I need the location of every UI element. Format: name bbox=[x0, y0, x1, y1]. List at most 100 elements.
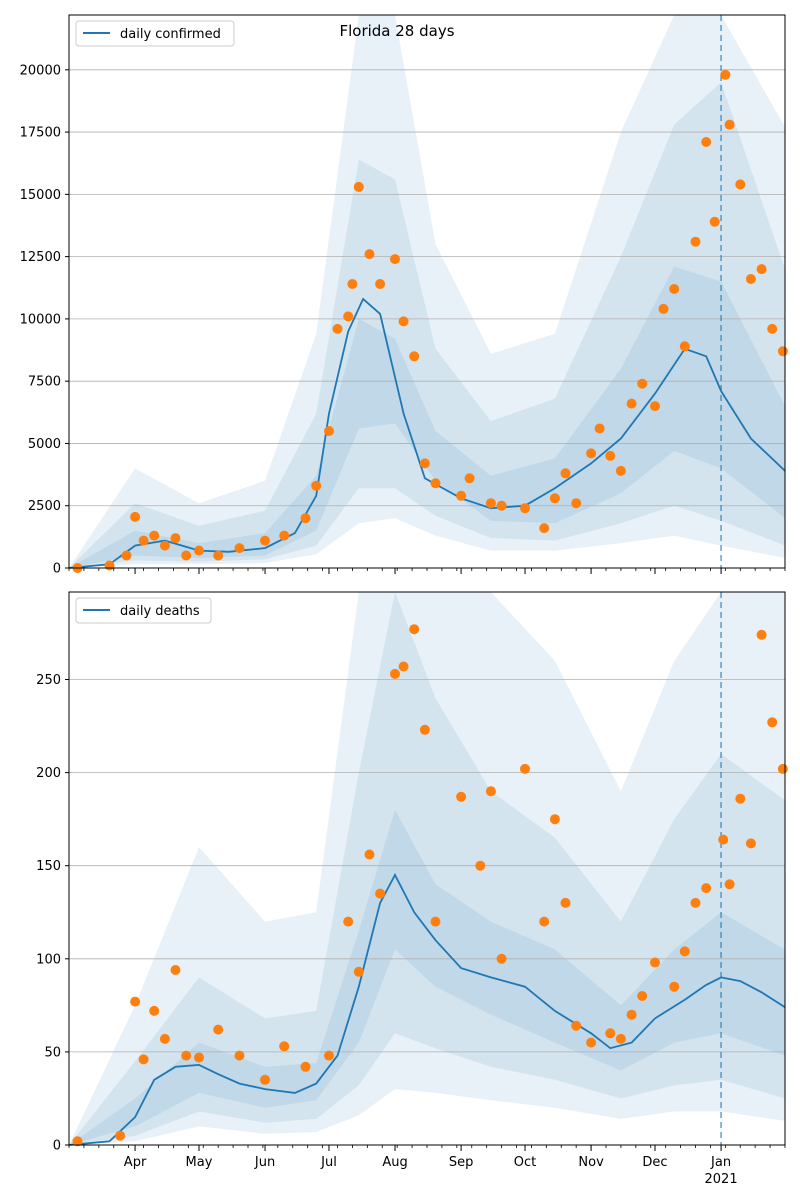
data-point bbox=[279, 1041, 290, 1052]
uncertainty-bands bbox=[69, 15, 785, 569]
data-point bbox=[121, 550, 132, 561]
data-point bbox=[300, 513, 311, 524]
data-point bbox=[549, 493, 560, 504]
data-point bbox=[181, 1050, 192, 1061]
data-point bbox=[213, 550, 224, 561]
data-point bbox=[586, 1037, 597, 1048]
x-tick-label: Sep bbox=[449, 1155, 474, 1170]
data-point bbox=[615, 465, 626, 476]
confidence-band bbox=[69, 266, 785, 568]
x-tick-label: Dec bbox=[642, 1155, 667, 1170]
data-point bbox=[669, 981, 680, 992]
data-point bbox=[430, 916, 441, 927]
data-point bbox=[777, 346, 788, 357]
data-point bbox=[130, 996, 141, 1007]
confidence-band bbox=[69, 592, 785, 1145]
data-point bbox=[549, 814, 560, 825]
data-point bbox=[626, 1009, 637, 1020]
y-tick-label: 17500 bbox=[20, 126, 61, 141]
x-tick-label: Aug bbox=[382, 1155, 407, 1170]
data-point bbox=[347, 279, 358, 289]
data-point bbox=[637, 378, 648, 389]
data-point bbox=[324, 1050, 334, 1061]
data-point bbox=[626, 398, 637, 409]
x-tick-label: Apr bbox=[124, 1155, 147, 1170]
data-point bbox=[520, 763, 530, 774]
data-point bbox=[679, 946, 690, 957]
data-point bbox=[159, 540, 170, 551]
data-point bbox=[170, 965, 181, 975]
data-point bbox=[234, 543, 245, 554]
data-point bbox=[149, 1005, 160, 1016]
data-point bbox=[104, 560, 115, 571]
data-point bbox=[720, 69, 731, 80]
y-tick-label: 150 bbox=[36, 859, 61, 874]
data-point bbox=[669, 284, 680, 294]
data-point bbox=[260, 1074, 270, 1085]
series-layer bbox=[68, 15, 788, 573]
x-year-label: 2021 bbox=[705, 1172, 738, 1187]
data-point bbox=[409, 351, 420, 362]
y-tick-label: 250 bbox=[36, 673, 61, 688]
y-tick-label: 10000 bbox=[20, 312, 61, 327]
data-point bbox=[571, 498, 582, 509]
data-point bbox=[390, 668, 400, 679]
y-tick-label: 50 bbox=[44, 1045, 61, 1060]
legend: daily deaths bbox=[75, 597, 212, 624]
data-point bbox=[419, 724, 430, 735]
data-point bbox=[594, 423, 605, 434]
data-point bbox=[745, 838, 756, 849]
data-point bbox=[375, 279, 386, 289]
x-tick-label: Jul bbox=[320, 1155, 337, 1170]
series-layer bbox=[68, 592, 788, 1147]
data-point bbox=[364, 249, 375, 260]
data-point bbox=[605, 450, 616, 461]
x-tick-label: Jun bbox=[254, 1155, 275, 1170]
axes: 0 50 100 150 200 250 Apr May Jun Jul Aug Sep Oct Nov D… bbox=[36, 591, 786, 1187]
x-tick-label: Oct bbox=[514, 1155, 536, 1170]
data-point bbox=[364, 849, 375, 860]
data-point bbox=[539, 916, 550, 927]
data-point bbox=[690, 897, 701, 908]
confidence-band bbox=[69, 82, 785, 569]
data-point bbox=[615, 1033, 626, 1044]
y-tick-label: 15000 bbox=[20, 188, 61, 203]
data-point bbox=[701, 137, 712, 147]
data-point bbox=[658, 303, 669, 314]
data-point bbox=[300, 1061, 311, 1072]
data-point bbox=[170, 533, 181, 544]
y-tick-label: 200 bbox=[36, 766, 61, 781]
data-point bbox=[637, 991, 648, 1001]
data-point bbox=[456, 791, 467, 802]
data-point bbox=[324, 426, 334, 436]
data-point bbox=[390, 254, 400, 265]
confidence-band bbox=[69, 592, 785, 1145]
data-point bbox=[260, 535, 270, 546]
data-point bbox=[398, 661, 409, 672]
data-point bbox=[115, 1130, 126, 1141]
uncertainty-bands bbox=[69, 592, 785, 1145]
x-tick-label: Jan bbox=[710, 1155, 731, 1170]
y-tick-label: 0 bbox=[53, 562, 61, 577]
legend-label: daily confirmed bbox=[120, 27, 221, 42]
axes: 0 2500 5000 7500 10000 12500 15000 17500 20000 bbox=[20, 14, 786, 577]
data-point bbox=[735, 793, 746, 804]
data-point bbox=[520, 503, 530, 514]
data-point bbox=[724, 119, 735, 130]
data-point bbox=[756, 264, 767, 275]
data-point bbox=[709, 216, 720, 227]
data-point bbox=[149, 530, 160, 541]
data-point bbox=[213, 1024, 224, 1035]
data-point bbox=[279, 530, 290, 541]
legend-box bbox=[75, 20, 235, 47]
legend: daily confirmed bbox=[75, 20, 235, 47]
y-tick-label: 7500 bbox=[28, 375, 61, 390]
data-point bbox=[430, 478, 441, 489]
data-point bbox=[777, 763, 788, 774]
y-tick-label: 12500 bbox=[20, 250, 61, 265]
data-point bbox=[724, 879, 735, 890]
data-point bbox=[138, 1054, 149, 1065]
y-tick-label: 20000 bbox=[20, 63, 61, 78]
data-point bbox=[181, 550, 192, 561]
